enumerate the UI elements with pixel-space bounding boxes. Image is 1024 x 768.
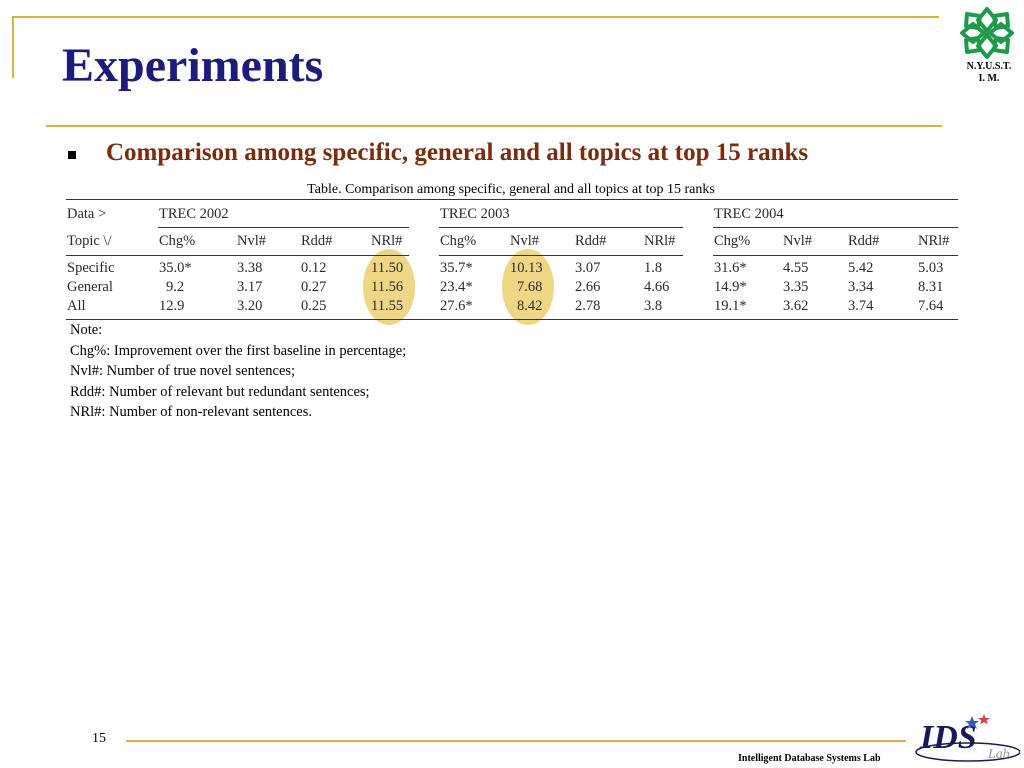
table-cell: 7.64: [918, 298, 944, 314]
university-logo-icon: [960, 7, 1014, 59]
table-cell: 3.62: [783, 298, 809, 314]
logo-text-line2: I. M.: [978, 73, 1000, 84]
column-header: Rdd#: [301, 233, 333, 249]
corner-header-data: Data >: [67, 206, 107, 222]
lab-logo-icon: IDS Lab: [915, 714, 1020, 762]
table-caption-text: Table. Comparison among specific, genera…: [307, 182, 715, 197]
table-cell: 11.56: [371, 279, 404, 295]
results-table: Data > Topic \/ TREC 2002 TREC 2003 TREC…: [66, 199, 958, 325]
table-cell: 8.42: [517, 298, 543, 314]
table-cell: 10.13: [510, 260, 543, 276]
group-rule-2004: [713, 227, 958, 228]
table-cell: 3.35: [783, 279, 809, 295]
lab-logo-star: [965, 716, 979, 729]
group-header: TREC 2004: [714, 206, 784, 222]
table-cell: 0.27: [301, 279, 327, 295]
table-cell: 31.6*: [714, 260, 747, 276]
frame-left-rule: [12, 16, 14, 78]
table-cell: 4.55: [783, 260, 809, 276]
table-cell: 23.4*: [440, 279, 473, 295]
row-label: All: [67, 298, 86, 314]
note-line: Note:: [70, 322, 103, 338]
group-rule-2002: [158, 227, 409, 228]
table-cell: 11.50: [371, 260, 404, 276]
highlight-nrl-2002: [363, 249, 415, 325]
lab-logo-star: [978, 714, 990, 725]
table-cell: 19.1*: [714, 298, 747, 314]
row-label: Specific: [67, 260, 115, 276]
column-header: NRl#: [644, 233, 676, 249]
column-header: Nvl#: [237, 233, 266, 249]
highlight-nvl-2003: [502, 249, 554, 325]
table-cell: 2.78: [575, 298, 601, 314]
bullet-square-icon: [68, 151, 76, 159]
column-header: Rdd#: [575, 233, 607, 249]
lab-name: Intelligent Database Systems Lab: [738, 753, 881, 764]
table-cell: 8.31: [918, 279, 944, 295]
frame-top-rule: [12, 16, 939, 18]
table-cell: 3.07: [575, 260, 601, 276]
table-cell: 4.66: [644, 279, 670, 295]
group-header: TREC 2003: [440, 206, 510, 222]
table-cell: 3.74: [848, 298, 874, 314]
table-cell: 9.2: [166, 279, 185, 295]
column-header: NRl#: [918, 233, 950, 249]
column-header: Chg%: [714, 233, 751, 249]
table-cell: 35.0*: [159, 260, 192, 276]
table-cell: 12.9: [159, 298, 185, 314]
table-cell: 0.12: [301, 260, 327, 276]
note-line: NRl#: Number of non-relevant sentences.: [70, 404, 312, 420]
table-top-rule: [66, 199, 958, 200]
row-label: General: [67, 279, 113, 295]
table-notes: Note: Chg%: Improvement over the first b…: [70, 320, 406, 423]
column-header: Nvl#: [783, 233, 812, 249]
note-line: Chg%: Improvement over the first baselin…: [70, 342, 407, 359]
table-cell: 0.25: [301, 298, 327, 314]
table-bottom-rule: [66, 319, 958, 320]
group-header: TREC 2002: [159, 206, 229, 222]
table-cell: 7.68: [517, 279, 543, 295]
page-number: 15: [92, 731, 106, 746]
table-cell: 3.20: [237, 298, 263, 314]
table-cell: 5.42: [848, 260, 874, 276]
corner-header-topic: Topic \/: [67, 233, 112, 249]
slide-title: Experiments: [62, 39, 324, 92]
group-rule-2003: [439, 227, 683, 228]
lab-logo-script: Lab: [987, 747, 1010, 762]
logo-text-line1: N.Y.U.S.T.: [966, 61, 1012, 72]
column-header: Chg%: [159, 233, 196, 249]
table-cell: 14.9*: [714, 279, 747, 295]
footer-rule: [126, 740, 906, 742]
lab-logo-letters: IDS: [919, 719, 977, 756]
table-cell: 27.6*: [440, 298, 473, 314]
university-logo-text: N.Y.U.S.T. I. M.: [950, 61, 1024, 85]
note-line: Nvl#: Number of true novel sentences;: [70, 363, 296, 379]
header-rule-2: [439, 255, 683, 256]
table-cell: 3.34: [848, 279, 874, 295]
table-cell: 35.7*: [440, 260, 473, 276]
slide-subtitle: Comparison among specific, general and a…: [106, 139, 809, 166]
table-cell: 11.55: [371, 298, 404, 314]
column-header: Rdd#: [848, 233, 880, 249]
column-header: Nvl#: [510, 233, 539, 249]
table-caption: Table. Comparison among specific, genera…: [0, 181, 1024, 198]
title-rule: [46, 125, 942, 127]
table-cell: 5.03: [918, 260, 944, 276]
header-rule-3: [713, 255, 958, 256]
table-cell: 2.66: [575, 279, 601, 295]
table-cell: 3.38: [237, 260, 263, 276]
table-cell: 3.17: [237, 279, 263, 295]
header-rule-1: [66, 255, 409, 256]
column-header: NRl#: [371, 233, 403, 249]
table-cell: 3.8: [644, 298, 663, 314]
table-cell: 1.8: [644, 260, 663, 276]
note-line: Rdd#: Number of relevant but redundant s…: [70, 383, 370, 400]
column-header: Chg%: [440, 233, 477, 249]
